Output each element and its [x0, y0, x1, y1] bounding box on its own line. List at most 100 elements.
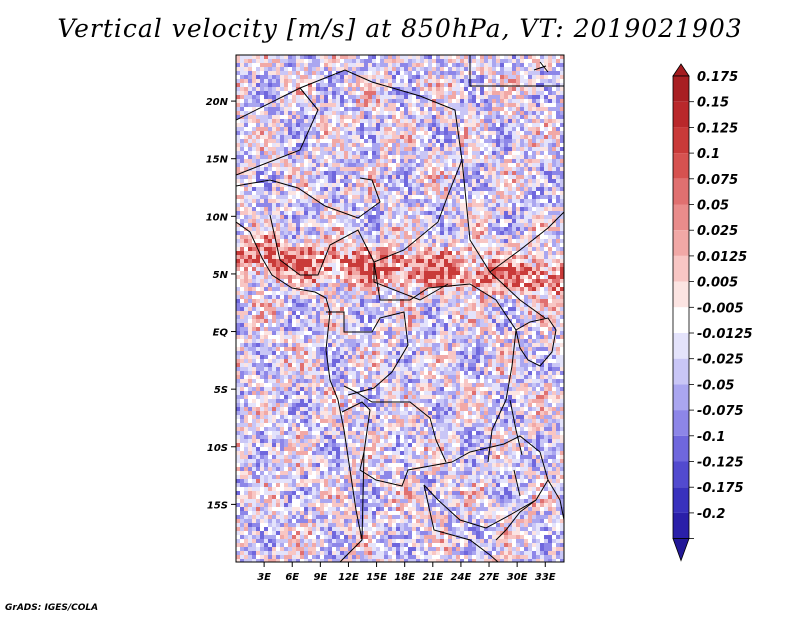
field-cell: [368, 155, 372, 159]
field-cell: [556, 203, 560, 207]
field-cell: [484, 83, 488, 87]
field-cell: [264, 187, 268, 191]
field-cell: [464, 95, 468, 99]
field-cell: [552, 219, 556, 223]
field-cell: [488, 151, 492, 155]
field-cell: [272, 127, 276, 131]
field-cell: [244, 135, 248, 139]
field-cell: [472, 267, 476, 271]
field-cell: [420, 239, 424, 243]
field-cell: [484, 159, 488, 163]
field-cell: [348, 123, 352, 127]
field-cell: [424, 83, 428, 87]
field-cell: [444, 95, 448, 99]
field-cell: [400, 151, 404, 155]
field-cell: [320, 171, 324, 175]
field-cell: [444, 71, 448, 75]
field-cell: [316, 159, 320, 163]
field-cell: [396, 279, 400, 283]
field-cell: [296, 199, 300, 203]
field-cell: [412, 59, 416, 63]
field-cell: [560, 215, 564, 219]
field-cell: [324, 259, 328, 263]
field-cell: [472, 131, 476, 135]
field-cell: [556, 63, 560, 67]
field-cell: [388, 119, 392, 123]
field-cell: [368, 295, 372, 299]
field-cell: [520, 63, 524, 67]
field-cell: [464, 111, 468, 115]
field-cell: [508, 67, 512, 71]
field-cell: [320, 247, 324, 251]
field-cell: [452, 123, 456, 127]
field-cell: [276, 291, 280, 295]
field-cell: [496, 195, 500, 199]
field-cell: [524, 215, 528, 219]
field-cell: [264, 215, 268, 219]
field-cell: [412, 223, 416, 227]
field-cell: [544, 131, 548, 135]
field-cell: [488, 235, 492, 239]
field-cell: [276, 219, 280, 223]
field-cell: [436, 207, 440, 211]
field-cell: [372, 155, 376, 159]
field-cell: [520, 211, 524, 215]
field-cell: [548, 131, 552, 135]
field-cell: [372, 143, 376, 147]
field-cell: [268, 59, 272, 63]
field-cell: [408, 155, 412, 159]
field-cell: [512, 279, 516, 283]
field-cell: [348, 295, 352, 299]
field-cell: [416, 271, 420, 275]
field-cell: [484, 183, 488, 187]
field-cell: [428, 131, 432, 135]
field-cell: [388, 243, 392, 247]
field-cell: [360, 155, 364, 159]
field-cell: [476, 175, 480, 179]
field-cell: [276, 179, 280, 183]
field-cell: [444, 127, 448, 131]
field-cell: [428, 139, 432, 143]
field-cell: [240, 235, 244, 239]
field-cell: [308, 83, 312, 87]
field-cell: [496, 211, 500, 215]
field-cell: [368, 271, 372, 275]
field-cell: [276, 115, 280, 119]
field-cell: [256, 267, 260, 271]
field-cell: [520, 119, 524, 123]
field-cell: [256, 227, 260, 231]
field-cell: [520, 99, 524, 103]
field-cell: [280, 171, 284, 175]
field-cell: [236, 83, 240, 87]
field-cell: [324, 67, 328, 71]
field-cell: [520, 219, 524, 223]
field-cell: [544, 287, 548, 291]
field-cell: [448, 147, 452, 151]
field-cell: [384, 99, 388, 103]
field-cell: [472, 95, 476, 99]
field-cell: [404, 175, 408, 179]
field-cell: [312, 175, 316, 179]
field-cell: [504, 203, 508, 207]
field-cell: [380, 147, 384, 151]
field-cell: [440, 247, 444, 251]
field-cell: [532, 279, 536, 283]
field-cell: [452, 71, 456, 75]
field-cell: [464, 119, 468, 123]
field-cell: [248, 207, 252, 211]
field-cell: [364, 163, 368, 167]
field-cell: [468, 175, 472, 179]
field-cell: [260, 175, 264, 179]
field-cell: [416, 207, 420, 211]
field-cell: [476, 211, 480, 215]
field-cell: [244, 279, 248, 283]
field-cell: [344, 143, 348, 147]
field-cell: [248, 279, 252, 283]
field-cell: [532, 263, 536, 267]
field-cell: [252, 295, 256, 299]
field-cell: [360, 263, 364, 267]
field-cell: [512, 179, 516, 183]
field-cell: [524, 183, 528, 187]
field-cell: [396, 95, 400, 99]
field-cell: [524, 199, 528, 203]
